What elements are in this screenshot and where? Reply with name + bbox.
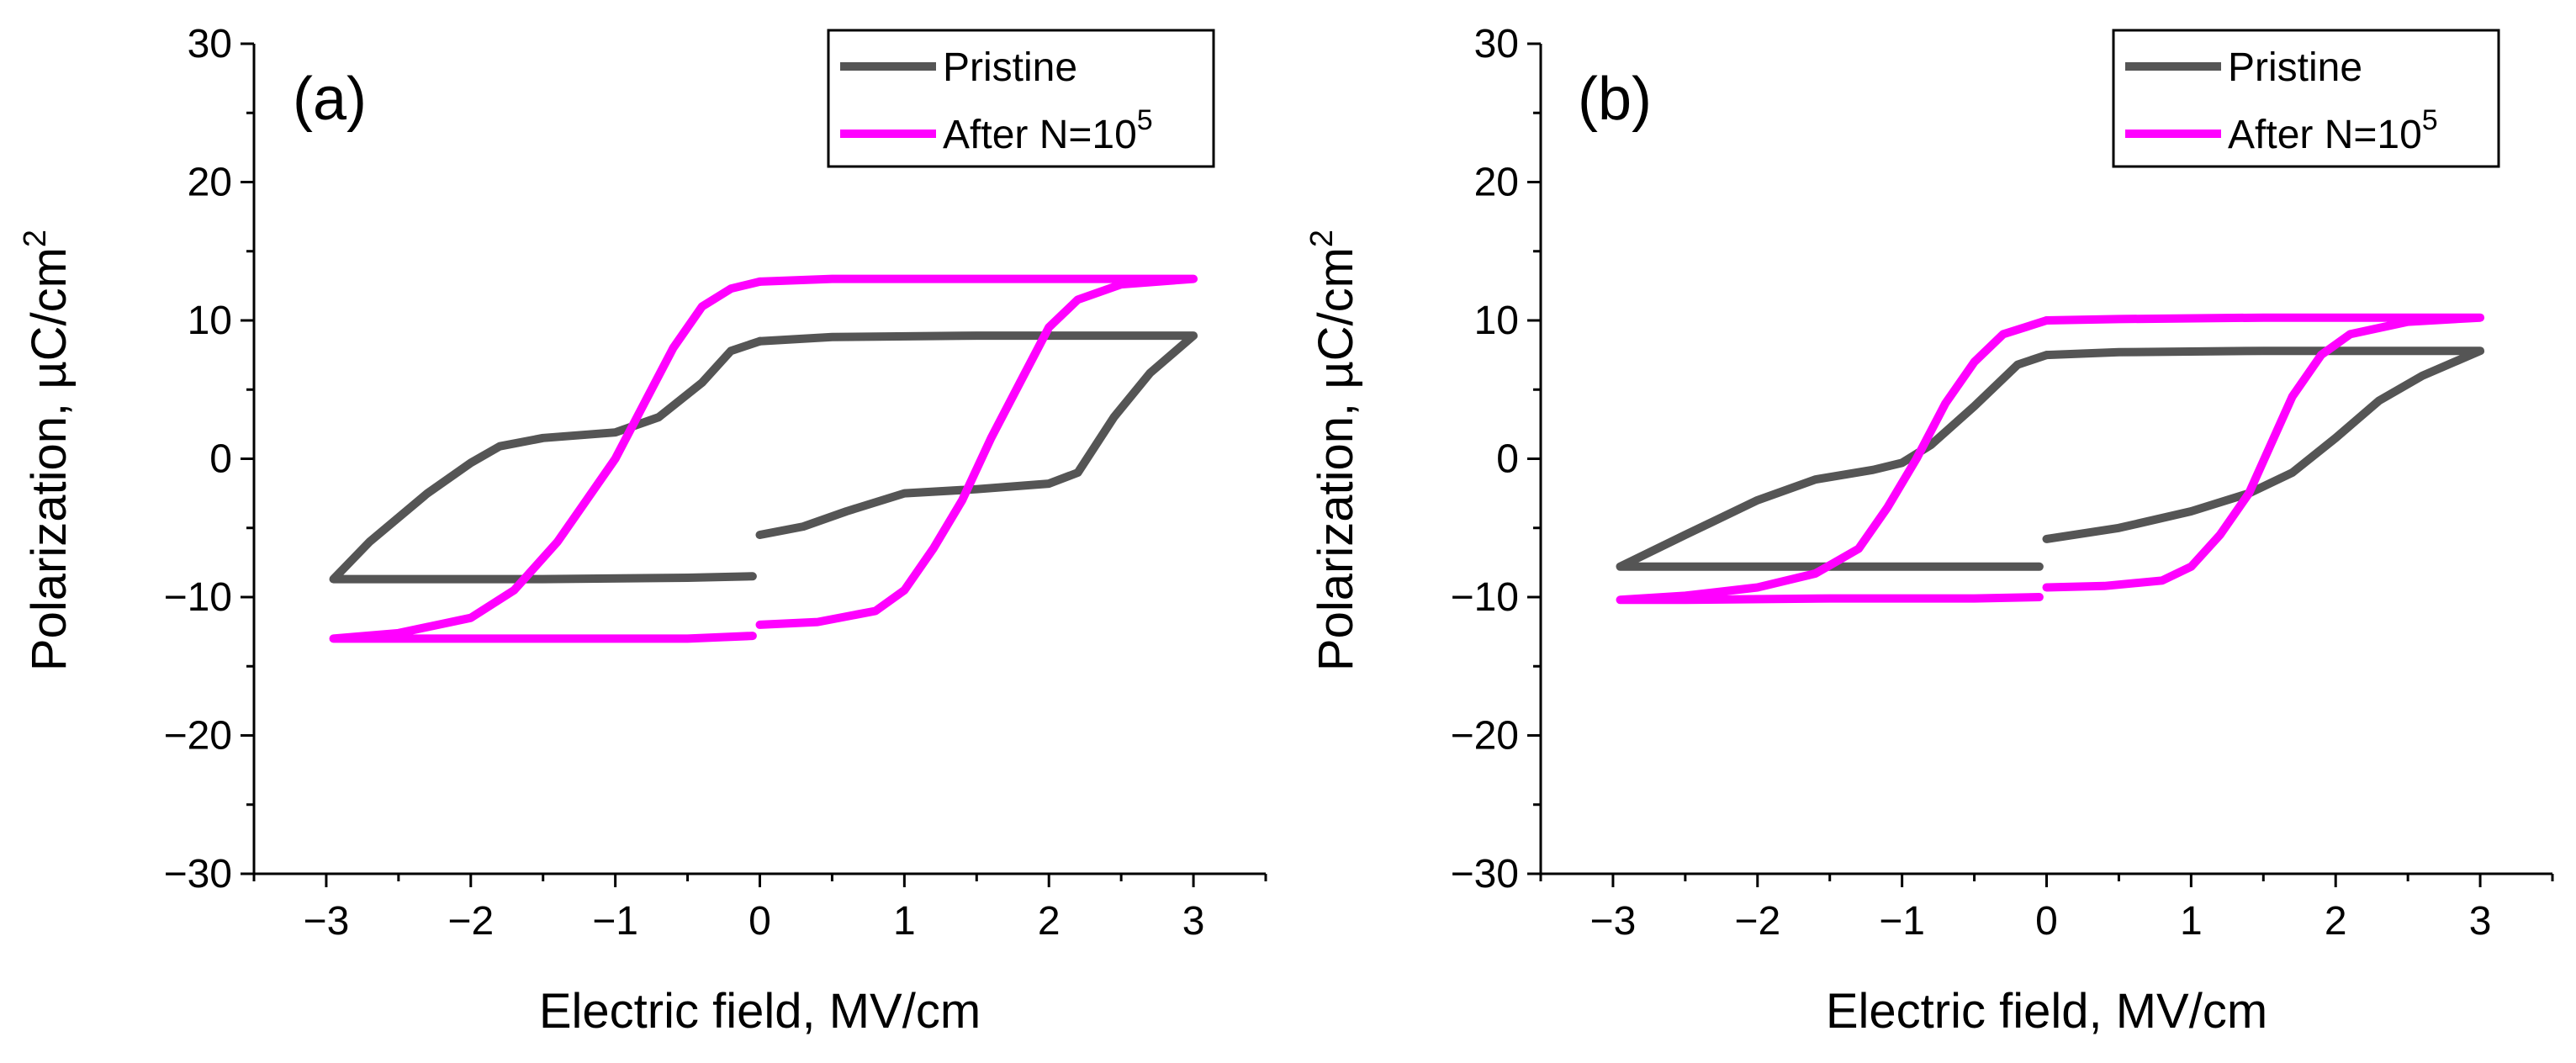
chart0-cycled-loop-branch-1 — [329, 277, 764, 643]
legend-label-text: After N=10 — [2228, 113, 2422, 157]
legend-label-text: Pristine — [943, 45, 1077, 90]
y-axis-title-superscript: 2 — [18, 230, 53, 247]
y-tick-label: 10 — [188, 299, 232, 343]
legend-label-pristine: Pristine — [943, 45, 1077, 90]
y-tick-label: 30 — [188, 22, 232, 66]
legend: Pristine After N=105 — [827, 29, 1215, 168]
chart1-cycled-loop-branch-1 — [1616, 316, 2051, 605]
y-axis-title-text: Polarization, µC/cm — [1309, 247, 1363, 671]
chart1-cycled-loop-branch-0 — [2042, 313, 2485, 592]
x-tick-label: −2 — [447, 899, 494, 944]
y-tick-label: −30 — [164, 852, 232, 896]
y-tick-label: 20 — [1474, 161, 1519, 205]
x-tick-label: −1 — [592, 899, 638, 944]
legend-label-pristine: Pristine — [2228, 45, 2362, 90]
y-tick-label: −10 — [1451, 575, 1519, 620]
legend-label-superscript: 5 — [1137, 104, 1153, 136]
x-axis-title: Electric field, MV/cm — [539, 984, 981, 1039]
y-tick-label: 20 — [188, 161, 232, 205]
panel-label: (a) — [293, 66, 367, 133]
y-axis-title: Polarization, µC/cm2 — [1304, 230, 1363, 671]
chart1-pristine-loop-branch-1 — [1616, 351, 2051, 571]
x-axis-title: Electric field, MV/cm — [1826, 984, 2267, 1039]
chart1-pristine-loop-branch-0 — [2042, 346, 2485, 543]
x-tick-label: −2 — [1734, 899, 1780, 944]
y-axis-title-text: Polarization, µC/cm — [22, 247, 77, 671]
legend-label-cycled: After N=105 — [2228, 104, 2438, 157]
y-tick-label: 0 — [209, 437, 232, 482]
x-tick-label: 1 — [893, 899, 916, 944]
legend-label-text: After N=10 — [943, 113, 1137, 157]
y-axis-title: Polarization, µC/cm2 — [18, 230, 77, 671]
y-tick-label: −20 — [1451, 714, 1519, 759]
y-tick-label: 30 — [1474, 22, 1519, 66]
legend-label-superscript: 5 — [2422, 104, 2438, 136]
y-tick-label: −20 — [164, 714, 232, 759]
chart0-pristine-loop-branch-0 — [755, 331, 1198, 539]
x-tick-label: 3 — [1182, 899, 1205, 944]
x-tick-label: 2 — [2325, 899, 2347, 944]
legend-label-text: Pristine — [2228, 45, 2362, 90]
x-tick-label: −1 — [1879, 899, 1925, 944]
x-tick-label: 1 — [2180, 899, 2203, 944]
legend: Pristine After N=105 — [2112, 29, 2500, 168]
y-tick-label: −10 — [164, 575, 232, 620]
panel-label: (b) — [1578, 66, 1652, 133]
x-tick-label: 3 — [2469, 899, 2492, 944]
y-axis-title-superscript: 2 — [1304, 230, 1340, 247]
y-tick-label: 10 — [1474, 299, 1519, 343]
x-tick-label: 0 — [2035, 899, 2058, 944]
x-tick-label: −3 — [304, 899, 350, 944]
legend-box — [827, 29, 1215, 168]
y-tick-label: 0 — [1496, 437, 1519, 482]
chart0-cycled-loop-branch-0 — [755, 274, 1198, 629]
y-tick-label: −30 — [1451, 852, 1519, 896]
x-tick-label: −3 — [1590, 899, 1637, 944]
legend-label-cycled: After N=105 — [943, 104, 1153, 157]
legend-box — [2112, 29, 2500, 168]
x-tick-label: 0 — [748, 899, 771, 944]
x-tick-label: 2 — [1038, 899, 1061, 944]
chart0-pristine-loop-branch-1 — [329, 336, 764, 584]
